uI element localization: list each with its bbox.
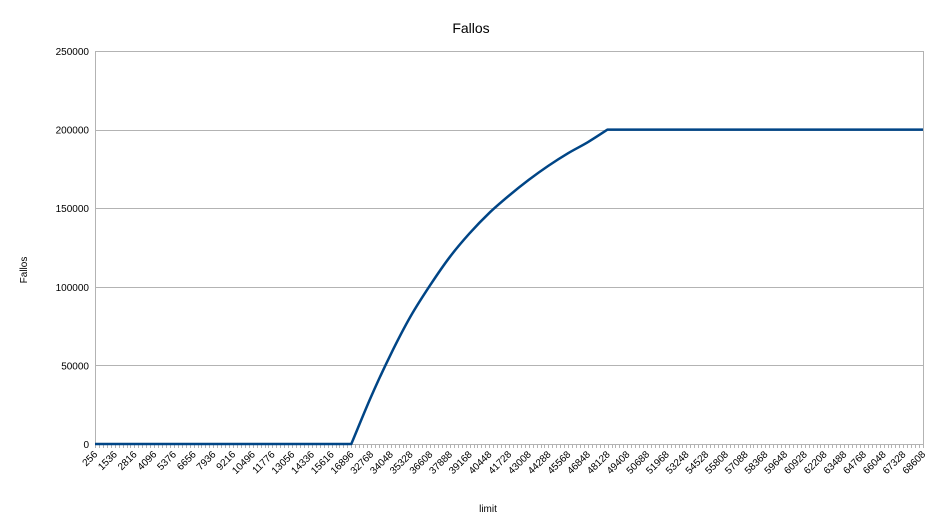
y-tick-label-0: 0 <box>83 440 89 451</box>
x-tick-label-42: 68608 <box>901 449 929 477</box>
chart-title: Fallos <box>452 20 489 36</box>
y-tick-label-1: 50000 <box>61 361 89 372</box>
y-tick-label-3: 150000 <box>56 204 90 215</box>
y-tick-label-5: 250000 <box>56 47 90 58</box>
x-tick-label-3: 4096 <box>136 449 160 473</box>
x-axis-ticks: 2561536281640965376665679369216104961177… <box>81 444 929 477</box>
y-axis-label: Fallos <box>19 257 30 284</box>
series-layer <box>95 128 923 446</box>
y-axis-ticks: 0 50000 100000 150000 200000 250000 <box>56 47 90 451</box>
x-tick-label-5: 6656 <box>175 449 199 473</box>
x-tick-label-4: 5376 <box>155 449 179 473</box>
y-tick-label-4: 200000 <box>56 126 90 137</box>
grid-lines <box>95 51 924 448</box>
x-tick-label-6: 7936 <box>195 449 219 473</box>
y-tick-label-2: 100000 <box>56 283 90 294</box>
series-line-0 <box>95 128 923 446</box>
x-tick-label-1: 1536 <box>96 449 120 473</box>
x-axis-label: limit <box>479 504 497 515</box>
x-tick-label-2: 2816 <box>116 449 140 473</box>
